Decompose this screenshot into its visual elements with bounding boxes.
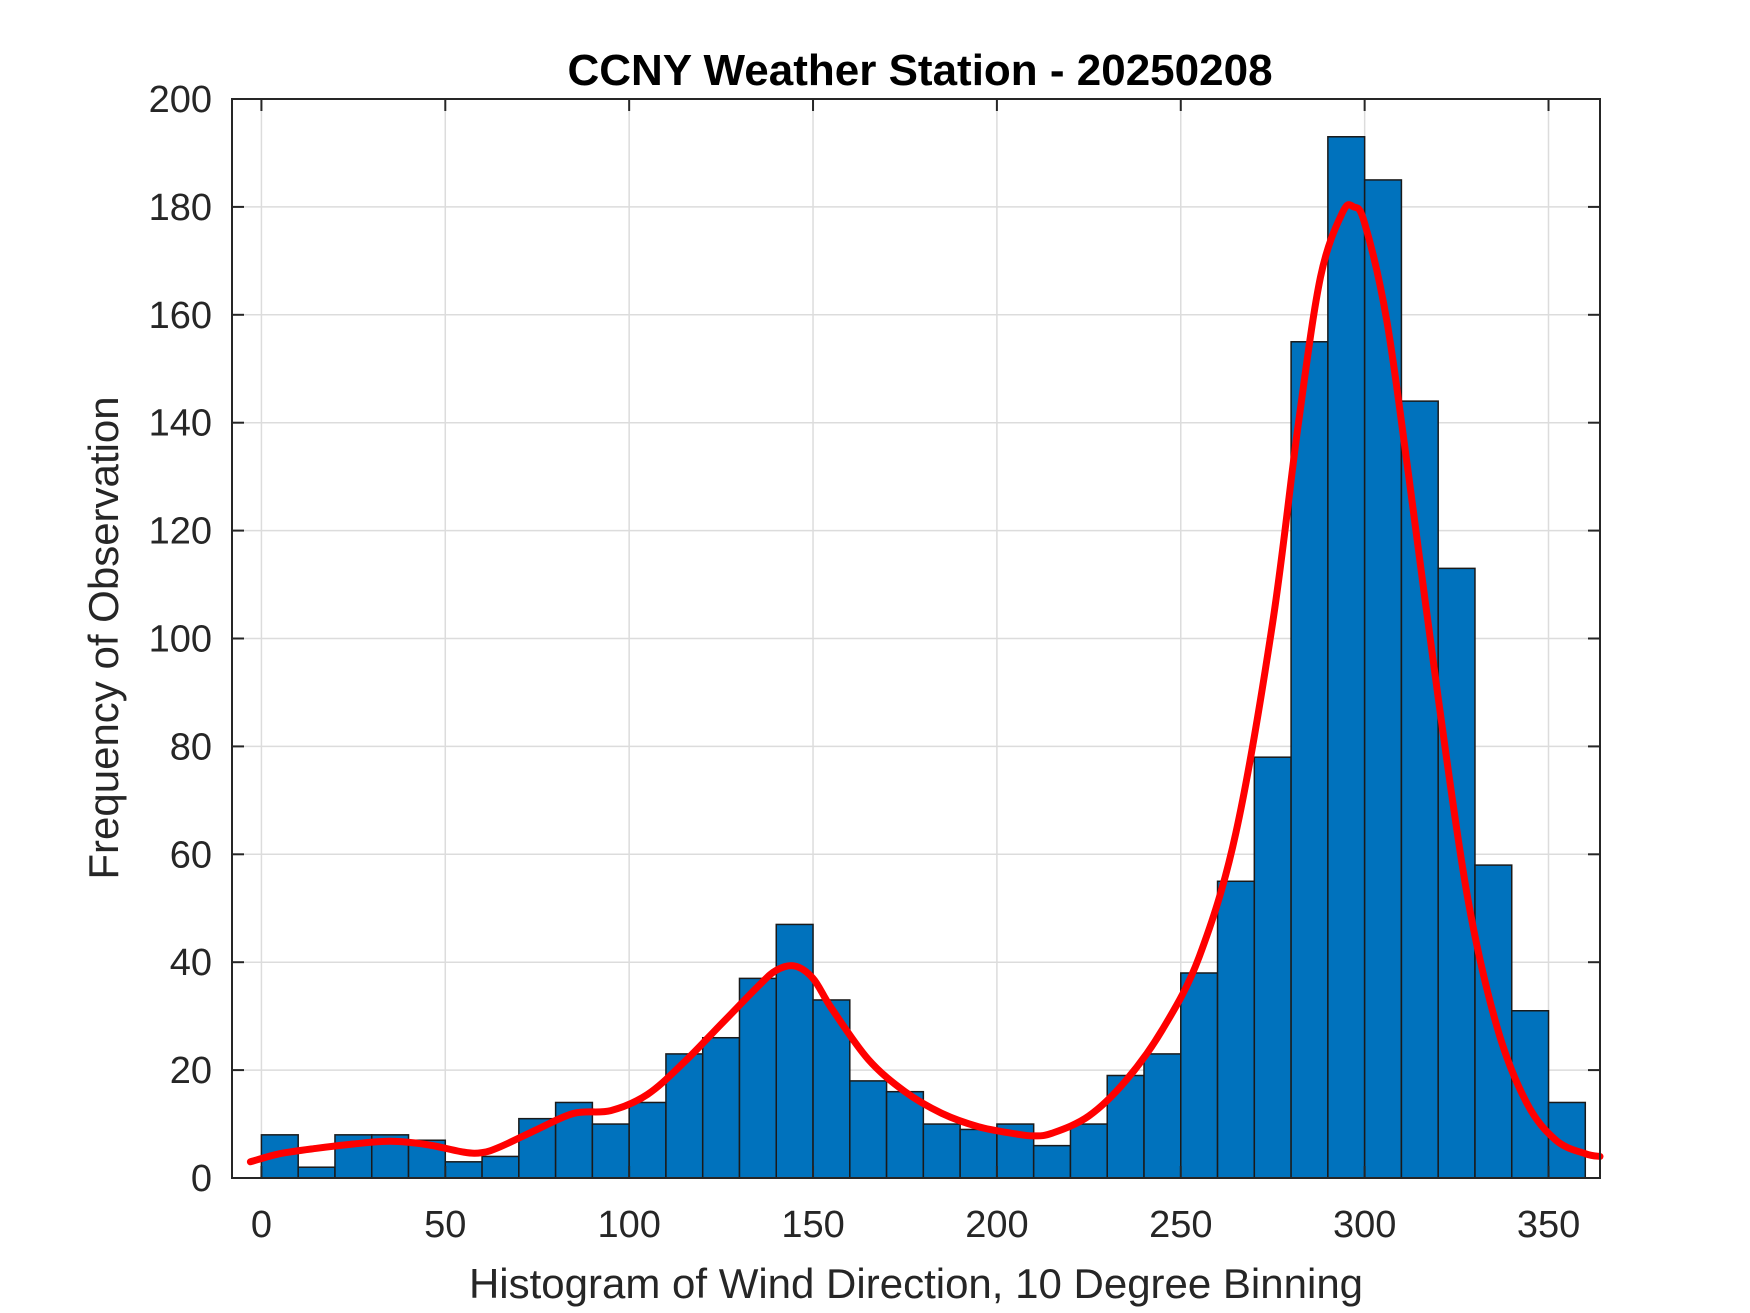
histogram-bar: [1437, 567, 1476, 1179]
histogram-bar: [849, 1080, 888, 1179]
histogram-bar: [444, 1161, 483, 1179]
y-tick-label: 20: [170, 1050, 212, 1092]
y-tick-label: 40: [170, 942, 212, 984]
x-axis-label: Histogram of Wind Direction, 10 Degree B…: [469, 1260, 1363, 1307]
y-tick-labels: 0 20 40 60 80 100 120 140 160 180 200: [149, 79, 212, 1200]
histogram-bar: [1180, 972, 1219, 1179]
y-axis-label: Frequency of Observation: [80, 396, 127, 879]
histogram-bar: [1069, 1123, 1108, 1179]
x-tick-label: 250: [1149, 1204, 1212, 1246]
y-tick-label: 80: [170, 726, 212, 768]
x-tick-label: 150: [781, 1204, 844, 1246]
x-tick-label: 200: [965, 1204, 1028, 1246]
chart-title: CCNY Weather Station - 20250208: [567, 46, 1272, 95]
histogram-bar: [481, 1155, 520, 1179]
histogram-bar: [701, 1036, 741, 1179]
histogram-bar: [628, 1101, 667, 1179]
x-tick-labels: 0 50 100 150 200 250 300 350: [251, 1204, 1580, 1246]
histogram-bar: [1032, 1144, 1072, 1179]
y-tick-label: 0: [191, 1158, 212, 1200]
x-tick-label: 350: [1517, 1204, 1580, 1246]
histogram-bar: [591, 1123, 630, 1179]
histogram-bar: [1363, 179, 1403, 1179]
x-tick-label: 100: [597, 1204, 660, 1246]
histogram-bar: [1216, 880, 1256, 1179]
y-tick-label: 140: [149, 403, 212, 445]
x-tick-label: 50: [424, 1204, 466, 1246]
histogram-bar: [922, 1123, 961, 1179]
histogram-bar: [1143, 1053, 1182, 1179]
histogram-bar: [1327, 136, 1366, 1179]
x-tick-label: 300: [1333, 1204, 1396, 1246]
histogram-bar: [1290, 341, 1329, 1179]
y-tick-label: 180: [149, 187, 212, 229]
histogram-bar: [1400, 400, 1439, 1179]
histogram-bar: [297, 1166, 336, 1179]
fit-curve: [246, 201, 1604, 1166]
histogram-bar: [1510, 1010, 1550, 1179]
histogram-bar: [959, 1128, 998, 1179]
y-tick-label: 120: [149, 511, 212, 553]
histogram-bar: [1253, 756, 1292, 1179]
y-tick-label: 160: [149, 295, 212, 337]
tick-marks: [232, 98, 1600, 1179]
y-tick-label: 100: [149, 619, 212, 661]
y-tick-label: 60: [170, 834, 212, 876]
x-tick-label: 0: [251, 1204, 272, 1246]
histogram-bar: [885, 1090, 925, 1179]
histogram-bar: [738, 977, 778, 1179]
y-tick-label: 200: [149, 79, 212, 121]
